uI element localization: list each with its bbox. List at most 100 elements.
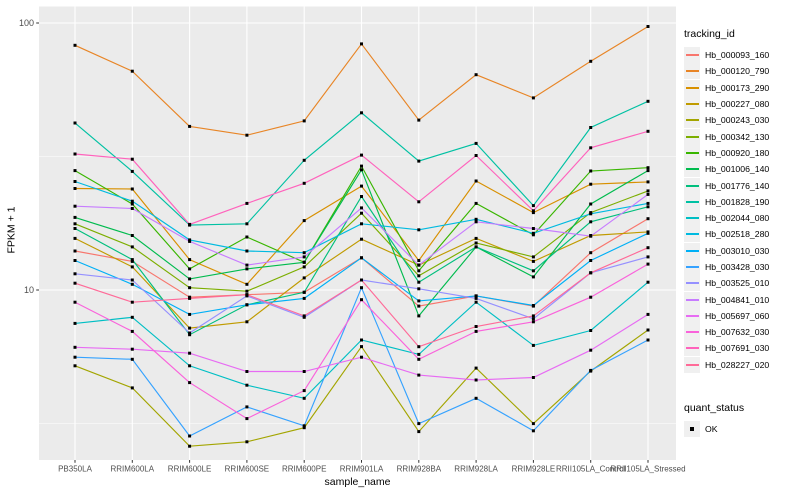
data-point [360,211,363,215]
legend-label: Hb_003010_030 [705,245,770,256]
data-point [245,440,249,444]
legend-item: Hb_002518_280 [684,226,798,243]
data-point [589,329,593,332]
data-point [417,259,421,262]
data-point [302,181,306,185]
legend-label: Hb_003428_030 [705,262,770,272]
legend-label: Hb_004841_010 [705,294,770,305]
data-point [302,314,306,318]
x-tick-label: RRIM928LA [454,465,498,474]
data-point [646,25,650,28]
data-point [360,355,363,359]
data-point [360,345,363,349]
data-point [73,227,77,230]
data-point [130,199,134,203]
x-tick-label: PB350LA [58,465,92,474]
data-point [130,259,134,263]
data-point [646,192,650,196]
legend-item: Hb_000243_030 [684,112,798,129]
legend-color-line-icon [685,151,699,154]
quant-legend-title: quant_status [684,402,745,414]
data-point [531,320,535,324]
legend-item: Hb_001776_140 [684,177,798,194]
data-point [646,338,650,342]
legend-title: tracking_id [684,28,735,40]
y-tick-label: 10 [24,285,34,295]
data-point [417,299,421,303]
data-point [73,236,77,240]
legend-color-line-icon [685,331,699,334]
data-point [589,348,593,352]
data-point [531,227,535,230]
legend-label: Hb_001776_140 [705,180,770,191]
data-point [73,249,77,253]
data-point [302,296,306,300]
data-point [646,217,650,221]
data-point [417,280,421,284]
legend-key [684,291,700,308]
data-point [360,206,363,210]
data-point [589,126,593,129]
data-point [188,434,192,438]
data-point [302,251,306,255]
data-point [245,267,249,271]
data-point [589,146,593,150]
legend-label: Hb_002044_080 [705,213,770,224]
data-point [302,426,306,430]
legend-item: Hb_000173_290 [684,79,798,96]
x-axis-title: sample_name [324,476,391,488]
data-point [302,260,306,264]
data-point [130,245,134,249]
data-point [73,43,77,47]
legend-color-line-icon [685,86,699,89]
data-point [646,180,650,184]
data-point [130,169,134,173]
data-point [130,386,134,390]
y-axis-title-wrap: FPKM + 1 [2,0,20,460]
data-point [360,222,363,226]
data-point [646,280,650,284]
data-point [245,383,249,387]
data-point [188,286,192,290]
legend-key [684,324,700,341]
legend-label: OK [705,424,718,435]
x-tick-label: RRIM928LE [512,465,556,474]
data-point [130,234,134,237]
data-point [130,347,134,351]
x-tick-label: RRIM600PE [282,465,326,474]
data-point [245,201,249,205]
legend-color-line-icon [685,184,699,187]
data-point [417,287,421,291]
data-point [531,422,535,426]
data-point [589,212,593,216]
legend-label: Hb_000227_080 [705,99,770,110]
data-point [188,331,192,335]
data-point [417,304,421,308]
data-point [73,300,77,304]
legend-item: Hb_000342_130 [684,128,798,145]
legend-color-line-icon [685,103,699,106]
data-point [531,231,535,235]
legend-label: Hb_000920_180 [705,147,770,158]
data-point [531,304,535,307]
legend-key [684,307,700,324]
data-point [302,290,306,294]
data-point [245,417,249,421]
data-point [474,294,478,298]
data-point [474,201,478,205]
legend-key [684,63,700,80]
legend-key [684,144,700,161]
data-point [646,169,650,173]
data-point [531,343,535,347]
legend-color-line-icon [685,54,699,57]
data-point [188,326,192,330]
data-point [130,202,134,206]
panel-background [39,6,676,460]
data-point [245,282,249,286]
data-point [360,168,363,172]
data-point [130,187,134,191]
legend-item: Hb_004841_010 [684,291,798,308]
legend-label: Hb_007632_030 [705,327,770,338]
data-point [474,296,478,300]
legend-label: Hb_007691_030 [705,343,770,354]
